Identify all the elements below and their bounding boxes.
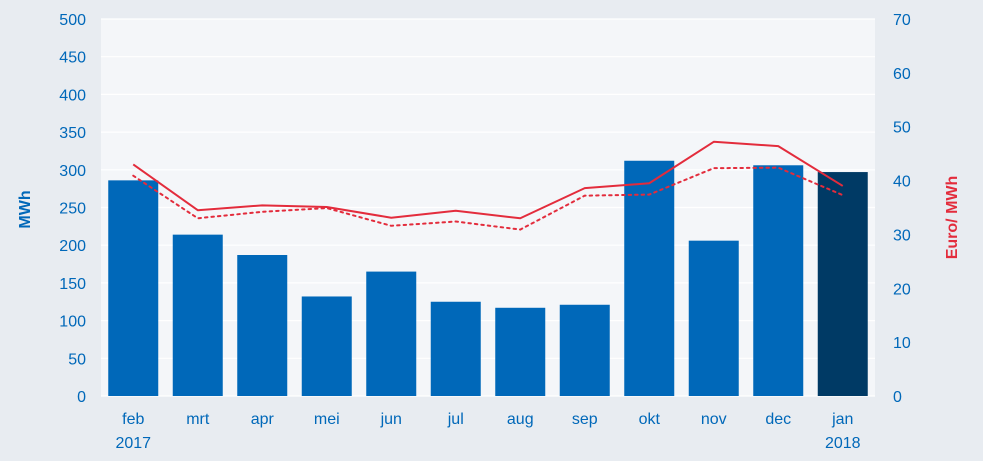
bar (753, 165, 804, 396)
bar (624, 160, 675, 396)
bar (688, 240, 739, 396)
bar (366, 271, 417, 396)
x-tick-label: jun (380, 411, 402, 428)
right-tick-label: 20 (893, 281, 911, 298)
right-tick-label: 10 (893, 335, 911, 352)
x-axis-ticks: feb 2017 mrt apr mei jun jul aug sep okt nov dec jan… (115, 411, 860, 452)
right-tick-label: 30 (893, 227, 911, 244)
x-tick-label: apr (251, 411, 275, 428)
solid-line-series (132, 140, 844, 220)
left-tick-label: 250 (59, 201, 86, 218)
bar (495, 307, 546, 396)
x-tick-label: jan 2018 (825, 411, 861, 452)
right-tick-label: 50 (893, 120, 911, 137)
left-tick-label: 100 (59, 314, 86, 331)
bar (430, 301, 481, 396)
dotted-line-series (132, 166, 844, 231)
right-tick-label: 60 (893, 66, 911, 83)
left-tick-label: 400 (59, 87, 86, 104)
right-tick-label: 0 (893, 389, 902, 406)
bar (301, 296, 352, 396)
bar (559, 304, 610, 396)
left-tick-label: 50 (68, 351, 86, 368)
right-tick-label: 40 (893, 174, 911, 191)
bar (172, 234, 223, 396)
left-tick-label: 150 (59, 276, 86, 293)
x-tick-label: dec (765, 411, 791, 428)
x-tick-label: nov (701, 411, 727, 428)
gridlines (101, 18, 875, 397)
left-tick-label: 500 (59, 12, 86, 29)
left-tick-label: 350 (59, 125, 86, 142)
left-tick-label: 200 (59, 238, 86, 255)
x-tick-label: jul (447, 411, 464, 428)
right-tick-label: 70 (893, 12, 911, 29)
right-axis-ticks: 0 10 20 30 40 50 60 70 (893, 12, 911, 406)
left-axis-ticks: 0 50 100 150 200 250 300 350 400 450 500 (59, 12, 86, 406)
bar (237, 255, 288, 396)
left-tick-label: 450 (59, 50, 86, 67)
bars (108, 160, 868, 396)
left-tick-label: 0 (77, 389, 86, 406)
bar (817, 172, 868, 396)
bar (108, 180, 159, 396)
x-tick-label: mei (314, 411, 340, 428)
x-tick-label: mrt (186, 411, 210, 428)
x-tick-label: okt (639, 411, 661, 428)
y-axis-title: MWh (17, 190, 34, 228)
lines (132, 140, 844, 231)
x-tick-label: aug (507, 411, 534, 428)
left-tick-label: 300 (59, 163, 86, 180)
x-tick-label: sep (572, 411, 598, 428)
y2-axis-title: Euro/ MWh (944, 176, 961, 260)
x-tick-label: feb 2017 (115, 411, 151, 452)
